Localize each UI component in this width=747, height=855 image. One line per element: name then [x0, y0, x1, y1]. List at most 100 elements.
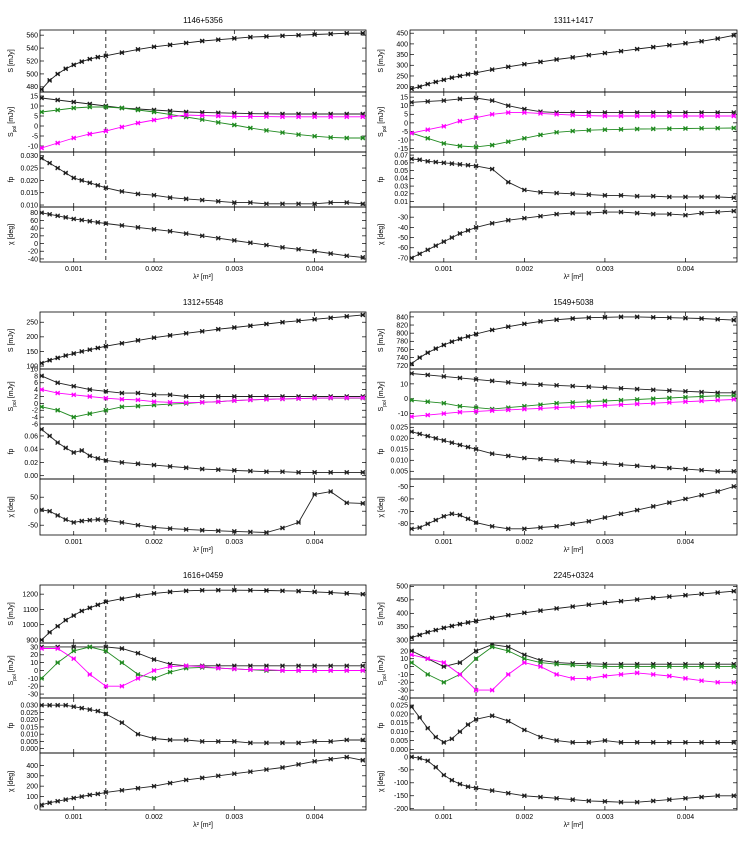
data-point	[247, 663, 253, 669]
x-tick-label: 0.004	[677, 814, 695, 821]
data-point	[231, 122, 237, 128]
data-point	[554, 111, 560, 117]
data-point	[87, 517, 93, 523]
data-point	[634, 397, 640, 402]
data-point	[602, 738, 608, 744]
data-point	[215, 119, 221, 125]
data-point	[570, 316, 576, 321]
data-point	[618, 671, 624, 677]
data-point	[666, 315, 672, 321]
data-point	[296, 201, 302, 207]
data-point	[521, 610, 527, 616]
y-tick-label: -100	[394, 780, 408, 787]
data-point	[505, 526, 511, 532]
data-point	[650, 113, 656, 119]
y-tick-label: 0.010	[20, 202, 38, 209]
data-point	[634, 401, 640, 407]
x-tick-label: 0.001	[435, 539, 453, 546]
data-point	[731, 484, 737, 489]
data-point	[731, 208, 737, 214]
data-point	[731, 113, 737, 119]
x-tick-label: 0.003	[226, 266, 244, 273]
data-point	[666, 113, 672, 119]
y-tick-label: 0.025	[20, 165, 38, 172]
data-point	[465, 722, 471, 728]
data-point	[151, 675, 157, 681]
data-point	[151, 226, 157, 232]
y-tick-label: -60	[398, 245, 408, 252]
data-point	[473, 687, 479, 693]
data-point	[417, 431, 423, 437]
data-point	[586, 315, 592, 321]
data-point	[47, 433, 53, 439]
data-point	[167, 332, 173, 338]
data-point	[699, 389, 705, 395]
data-point	[715, 125, 721, 131]
y-tick-label: 0.04	[394, 176, 408, 183]
panel-3: 0.005 0.010 0.015 0.020 0.025 fp	[378, 423, 738, 480]
data-point	[167, 669, 173, 675]
series-p	[410, 370, 737, 396]
data-point	[280, 469, 285, 475]
data-point	[410, 397, 415, 403]
y-axis-label: χ [deg]	[8, 224, 15, 245]
series-u	[40, 112, 366, 151]
data-point	[449, 777, 455, 783]
y-axis-label: χ [deg]	[378, 771, 385, 792]
data-point	[473, 144, 479, 150]
data-point	[79, 217, 85, 223]
data-point	[602, 314, 608, 320]
y-tick-label: -50	[28, 523, 38, 530]
data-point	[650, 798, 656, 804]
data-point	[682, 664, 688, 670]
panel-frame	[39, 752, 367, 811]
data-point	[425, 412, 431, 418]
data-point	[360, 312, 366, 318]
series-line	[41, 756, 363, 806]
data-point	[602, 664, 608, 670]
data-point	[682, 315, 688, 321]
panel-4: 0 100 200 300 400 χ [deg] 0.001 0.002 0.003 0.004…	[8, 752, 367, 829]
data-point	[473, 115, 479, 121]
data-point	[79, 794, 85, 799]
data-point	[465, 444, 471, 450]
data-point	[215, 235, 221, 241]
data-point	[410, 635, 415, 641]
data-point	[135, 675, 141, 681]
y-tick-label: -10	[398, 411, 408, 418]
data-point	[666, 126, 672, 132]
panel-3: 0.010.020.030.040.050.060.07 fp	[378, 151, 738, 208]
data-point	[280, 525, 285, 531]
data-point	[296, 519, 302, 525]
data-point	[151, 668, 157, 673]
data-point	[135, 46, 141, 52]
panel-frame	[39, 697, 367, 754]
data-point	[634, 739, 640, 745]
data-point	[183, 465, 189, 471]
y-tick-label: 0.04	[24, 447, 38, 454]
data-point	[40, 702, 45, 708]
data-point	[328, 134, 334, 140]
data-point	[119, 340, 125, 346]
series-fp	[410, 704, 737, 745]
data-point	[505, 324, 511, 330]
data-point	[151, 117, 157, 123]
data-point	[457, 161, 463, 167]
data-point	[715, 209, 721, 215]
y-tick-label: -80	[398, 521, 408, 528]
y-tick-label: 200	[26, 334, 38, 341]
data-point	[87, 644, 93, 650]
data-point	[682, 496, 688, 502]
x-axis-label: λ² [m²]	[193, 822, 213, 829]
series-q	[410, 644, 737, 685]
data-point	[473, 376, 479, 382]
data-point	[344, 663, 350, 669]
data-point	[554, 190, 560, 196]
data-point	[457, 442, 463, 448]
data-point	[40, 646, 45, 651]
y-tick-label: -50	[398, 235, 408, 242]
y-tick-label: -50	[398, 484, 408, 491]
y-axis-label: S [mJy]	[378, 602, 385, 625]
data-point	[554, 606, 560, 611]
